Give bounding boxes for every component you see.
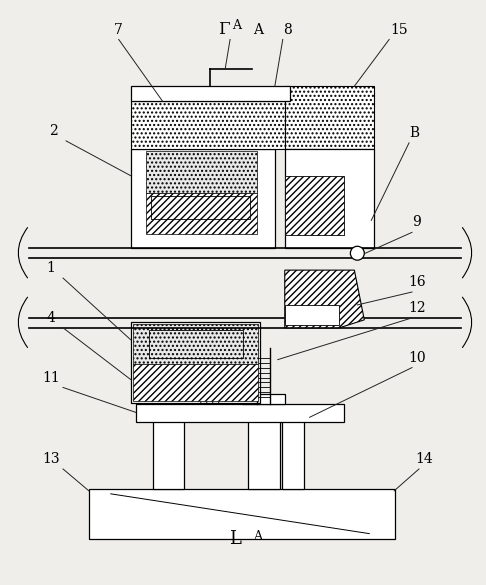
Bar xyxy=(285,149,374,248)
Bar xyxy=(285,305,339,325)
Bar xyxy=(151,195,250,219)
Bar xyxy=(136,404,345,422)
Polygon shape xyxy=(131,86,290,101)
Bar xyxy=(146,151,257,192)
Text: 16: 16 xyxy=(408,275,426,289)
Text: A: A xyxy=(232,19,241,32)
Text: 15: 15 xyxy=(390,22,408,36)
Polygon shape xyxy=(285,86,374,149)
Text: 11: 11 xyxy=(42,370,60,384)
Text: 8: 8 xyxy=(283,22,292,36)
Text: L: L xyxy=(229,529,241,548)
Bar xyxy=(89,489,395,539)
Text: B: B xyxy=(409,126,419,140)
Text: 10: 10 xyxy=(408,350,426,364)
Bar xyxy=(282,417,304,489)
Text: 1: 1 xyxy=(47,261,55,275)
Polygon shape xyxy=(285,270,364,328)
Bar xyxy=(248,417,280,489)
Text: 7: 7 xyxy=(114,22,123,36)
Bar xyxy=(149,330,243,357)
Circle shape xyxy=(350,246,364,260)
Bar xyxy=(153,417,184,489)
Bar xyxy=(285,176,345,235)
Text: 2: 2 xyxy=(49,124,57,138)
Text: 9: 9 xyxy=(413,215,421,229)
Bar xyxy=(242,394,285,404)
Bar xyxy=(146,192,257,235)
Bar xyxy=(133,364,258,401)
Bar xyxy=(133,324,258,364)
Bar xyxy=(131,149,275,248)
Text: Γ: Γ xyxy=(218,21,230,38)
Polygon shape xyxy=(131,101,285,149)
Text: A: A xyxy=(253,22,263,36)
Text: 12: 12 xyxy=(408,301,426,315)
Text: 13: 13 xyxy=(42,452,60,466)
Text: 14: 14 xyxy=(415,452,433,466)
Text: 4: 4 xyxy=(47,311,55,325)
Bar xyxy=(131,322,260,404)
Text: A: A xyxy=(253,529,262,542)
